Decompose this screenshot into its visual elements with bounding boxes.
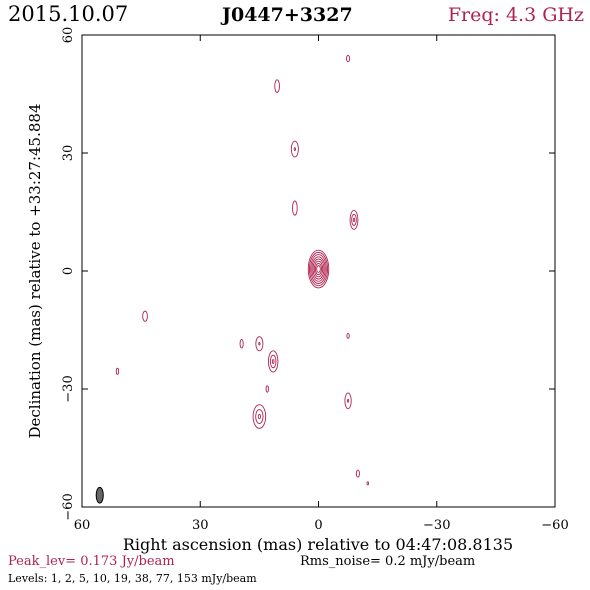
contour-lines — [115, 55, 370, 486]
contour-ring — [292, 200, 298, 216]
contour-ring — [344, 392, 352, 410]
levels-label: Levels: — [8, 572, 48, 585]
contour-ring — [315, 262, 322, 276]
contour-ring — [255, 409, 264, 424]
rms-label: Rms_noise= — [300, 554, 381, 569]
contour-ring — [312, 258, 325, 280]
contour-ring — [258, 342, 261, 346]
x-tick-label: −30 — [423, 518, 450, 533]
contour-ring — [239, 338, 244, 349]
y-tick-label: −30 — [61, 375, 76, 402]
contour-ring — [271, 359, 275, 364]
levels-values: 1, 2, 5, 10, 19, 38, 77, 153 mJy/beam — [50, 572, 257, 585]
contour-ring — [366, 481, 370, 486]
contour-ring — [265, 385, 269, 393]
contour-ring — [347, 398, 350, 403]
contour-ring — [274, 79, 280, 93]
y-axis-label: Declination (mas) relative to +33:27:45.… — [26, 103, 44, 438]
observation-date: 2015.10.07 — [8, 2, 129, 26]
contour-ring — [293, 147, 296, 151]
y-tick-label: 0 — [61, 267, 76, 275]
plot-frame — [81, 34, 556, 508]
contour-ring — [316, 265, 321, 273]
rms-value: 0.2 mJy/beam — [385, 554, 476, 569]
contour-ring — [309, 251, 328, 287]
peak-level: Peak_lev= 0.173 Jy/beam — [8, 554, 175, 569]
contour-ring — [252, 404, 267, 429]
contour-ring — [269, 354, 277, 369]
contour-ring — [349, 209, 359, 230]
x-axis-label: Right ascension (mas) relative to 04:47:… — [123, 535, 513, 554]
source-name: J0447+3327 — [222, 4, 353, 26]
contour-ring — [355, 469, 360, 478]
contour-ring — [307, 249, 330, 289]
contour-ring — [255, 336, 264, 352]
x-tick-label: 30 — [192, 518, 209, 533]
contour-ring — [257, 413, 261, 420]
x-tick-label: 0 — [314, 518, 322, 533]
axis-ticks — [81, 34, 556, 508]
beam-shape — [95, 486, 104, 504]
contour-ring — [346, 333, 350, 339]
peak-label: Peak_lev= — [8, 554, 77, 569]
contour-ring — [310, 254, 327, 284]
x-tick-label: −60 — [541, 518, 568, 533]
contour-ring — [313, 260, 324, 278]
contour-ring — [115, 367, 120, 375]
frequency-label: Freq: 4.3 GHz — [447, 4, 584, 26]
y-tick-label: 60 — [61, 27, 76, 44]
rms-noise: Rms_noise= 0.2 mJy/beam — [300, 554, 475, 569]
contour-ring — [351, 213, 357, 226]
contour-ring — [352, 217, 356, 223]
y-tick-label: 30 — [61, 145, 76, 162]
contour-ring — [142, 310, 148, 322]
y-tick-label: −60 — [61, 493, 76, 520]
contour-ring — [267, 350, 279, 373]
contour-ring — [346, 55, 351, 63]
contour-ring — [290, 140, 299, 158]
contour-ring — [311, 256, 326, 282]
beam-ellipse — [95, 486, 104, 504]
peak-value: 0.173 Jy/beam — [80, 554, 175, 569]
contour-levels: Levels: 1, 2, 5, 10, 19, 38, 77, 153 mJy… — [8, 572, 257, 585]
x-tick-label: 60 — [74, 518, 91, 533]
